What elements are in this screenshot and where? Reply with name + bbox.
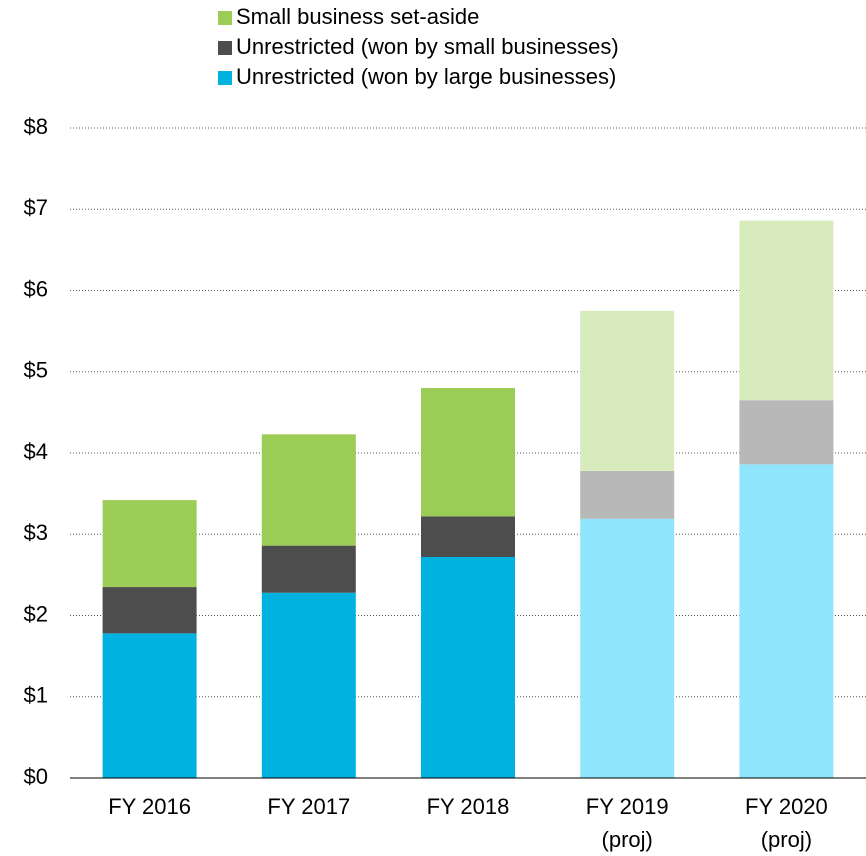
legend-label: Small business set-aside — [236, 4, 479, 29]
bar-segment — [261, 545, 356, 593]
legend-swatch — [218, 71, 232, 85]
y-tick-label: $0 — [24, 764, 48, 789]
legend-swatch — [218, 11, 232, 25]
x-tick-label: FY 2016 — [108, 794, 191, 819]
bar-segment — [421, 516, 515, 557]
legend-label: Unrestricted (won by small businesses) — [236, 34, 619, 59]
y-tick-label: $8 — [24, 114, 48, 139]
bar-segment — [580, 518, 675, 778]
y-tick-label: $1 — [24, 683, 48, 708]
bar-segment — [102, 633, 197, 778]
y-tick-label: $4 — [24, 439, 48, 464]
y-tick-label: $7 — [24, 195, 48, 220]
y-tick-label: $6 — [24, 276, 48, 301]
x-tick-label: FY 2020 (proj) — [745, 794, 828, 852]
bar-segment — [739, 400, 834, 465]
y-tick-label: $2 — [24, 601, 48, 626]
y-tick-label: $5 — [24, 358, 48, 383]
bar-segment — [421, 557, 515, 778]
x-tick-label: FY 2017 — [267, 794, 351, 819]
x-tick-label: FY 2019 (proj) — [585, 794, 669, 852]
y-tick-label: $3 — [24, 520, 48, 545]
bar-segment — [739, 220, 834, 401]
bar-segment — [102, 500, 197, 588]
bar-segment — [102, 587, 197, 634]
bar-segment — [580, 310, 675, 471]
bar-segment — [580, 470, 675, 519]
legend-label: Unrestricted (won by large businesses) — [236, 64, 616, 89]
bar-segment — [261, 434, 356, 546]
legend-swatch — [218, 41, 232, 55]
bar-segment — [421, 388, 515, 517]
bar-segment — [261, 592, 356, 778]
x-tick-label: FY 2018 — [426, 794, 510, 819]
bar-segment — [739, 464, 834, 778]
